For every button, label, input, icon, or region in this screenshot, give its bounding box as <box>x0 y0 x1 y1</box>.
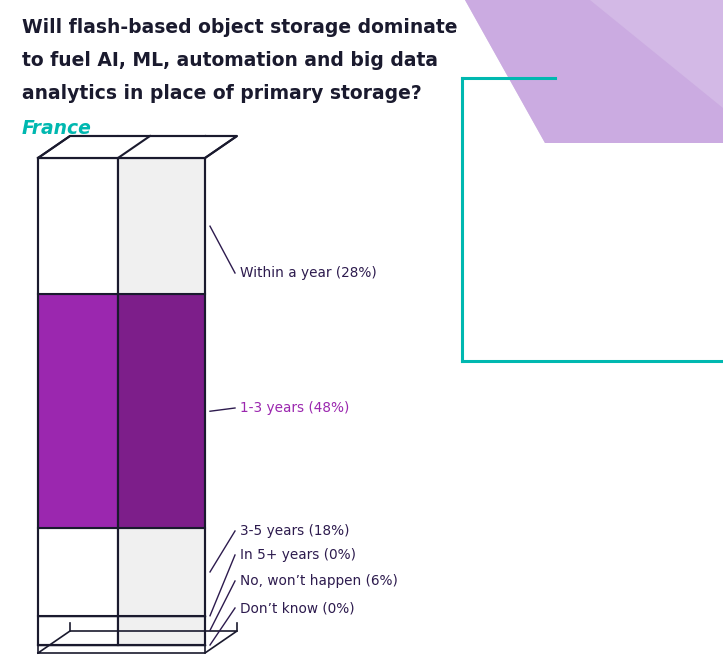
Text: to fuel AI, ML, automation and big data: to fuel AI, ML, automation and big data <box>22 51 438 70</box>
Polygon shape <box>118 616 205 645</box>
Polygon shape <box>38 158 118 294</box>
Polygon shape <box>38 136 237 158</box>
Polygon shape <box>465 0 723 143</box>
Polygon shape <box>38 616 118 645</box>
Text: In 5+ years (0%): In 5+ years (0%) <box>240 548 356 562</box>
Text: Within a year (28%): Within a year (28%) <box>240 266 377 280</box>
Text: Don’t know (0%): Don’t know (0%) <box>240 601 354 615</box>
Polygon shape <box>118 158 205 294</box>
Text: France: France <box>22 119 92 138</box>
Text: 3-5 years (18%): 3-5 years (18%) <box>240 524 349 538</box>
Text: No, won’t happen (6%): No, won’t happen (6%) <box>240 574 398 588</box>
Text: 1-3 years (48%): 1-3 years (48%) <box>240 401 349 415</box>
Polygon shape <box>38 136 205 158</box>
Polygon shape <box>118 528 205 616</box>
Text: Will flash-based object storage dominate: Will flash-based object storage dominate <box>22 18 458 37</box>
Polygon shape <box>38 528 118 616</box>
Text: analytics in place of primary storage?: analytics in place of primary storage? <box>22 84 422 103</box>
Polygon shape <box>38 294 118 528</box>
Polygon shape <box>118 294 205 528</box>
Polygon shape <box>465 0 723 143</box>
